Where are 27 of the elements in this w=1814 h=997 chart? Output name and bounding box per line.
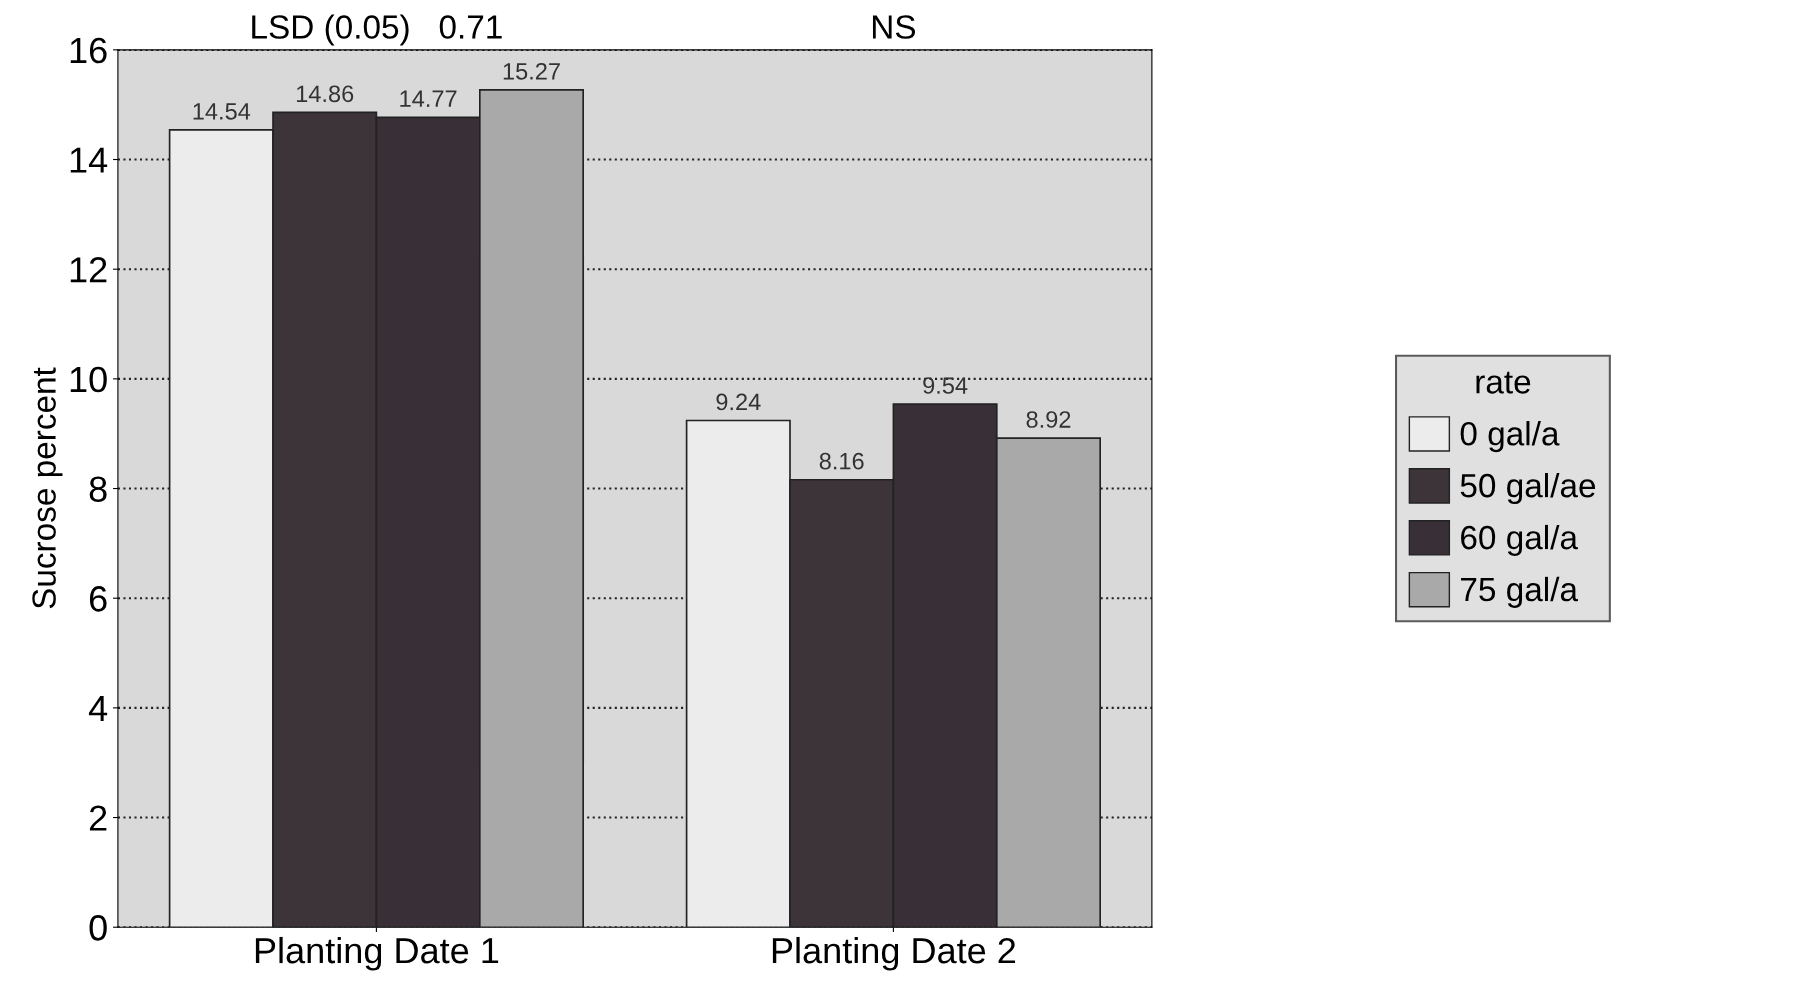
y-tick-label: 10 bbox=[70, 366, 107, 393]
y-axis-title: Sucrose percent bbox=[32, 367, 63, 609]
y-tick-label: 8 bbox=[89, 476, 107, 502]
data-label: 9.54 bbox=[923, 377, 968, 394]
y-tick-label: 4 bbox=[88, 696, 108, 721]
legend-title: rate bbox=[1476, 371, 1531, 394]
data-label: 14.86 bbox=[296, 85, 354, 103]
legend-label: 75 gal/a bbox=[1461, 576, 1578, 608]
data-label: 14.54 bbox=[193, 103, 251, 120]
data-label: 14.77 bbox=[400, 90, 457, 107]
data-label: 8.92 bbox=[1026, 411, 1071, 428]
y-tick-label: 16 bbox=[70, 37, 107, 64]
data-label: 9.24 bbox=[716, 393, 761, 411]
data-label: 15.27 bbox=[503, 62, 560, 80]
y-tick-label: 2 bbox=[89, 805, 107, 831]
legend-label: 50 gal/ae bbox=[1460, 472, 1596, 505]
x-tick-label: Planting Date 2 bbox=[772, 936, 1016, 971]
text: LSD (0.05) 0.71 bbox=[252, 14, 502, 46]
x-tick-label: Planting Date 1 bbox=[255, 936, 499, 971]
legend-label: 0 gal/a bbox=[1460, 421, 1560, 453]
data-label: 8.16 bbox=[819, 452, 864, 470]
legend-label: 60 gal/a bbox=[1461, 524, 1578, 556]
text: NS bbox=[872, 15, 916, 39]
y-tick-label: 12 bbox=[70, 257, 107, 283]
y-tick-label: 14 bbox=[70, 147, 108, 173]
y-tick-label: 6 bbox=[89, 586, 107, 612]
y-tick-label: 0 bbox=[89, 915, 107, 941]
